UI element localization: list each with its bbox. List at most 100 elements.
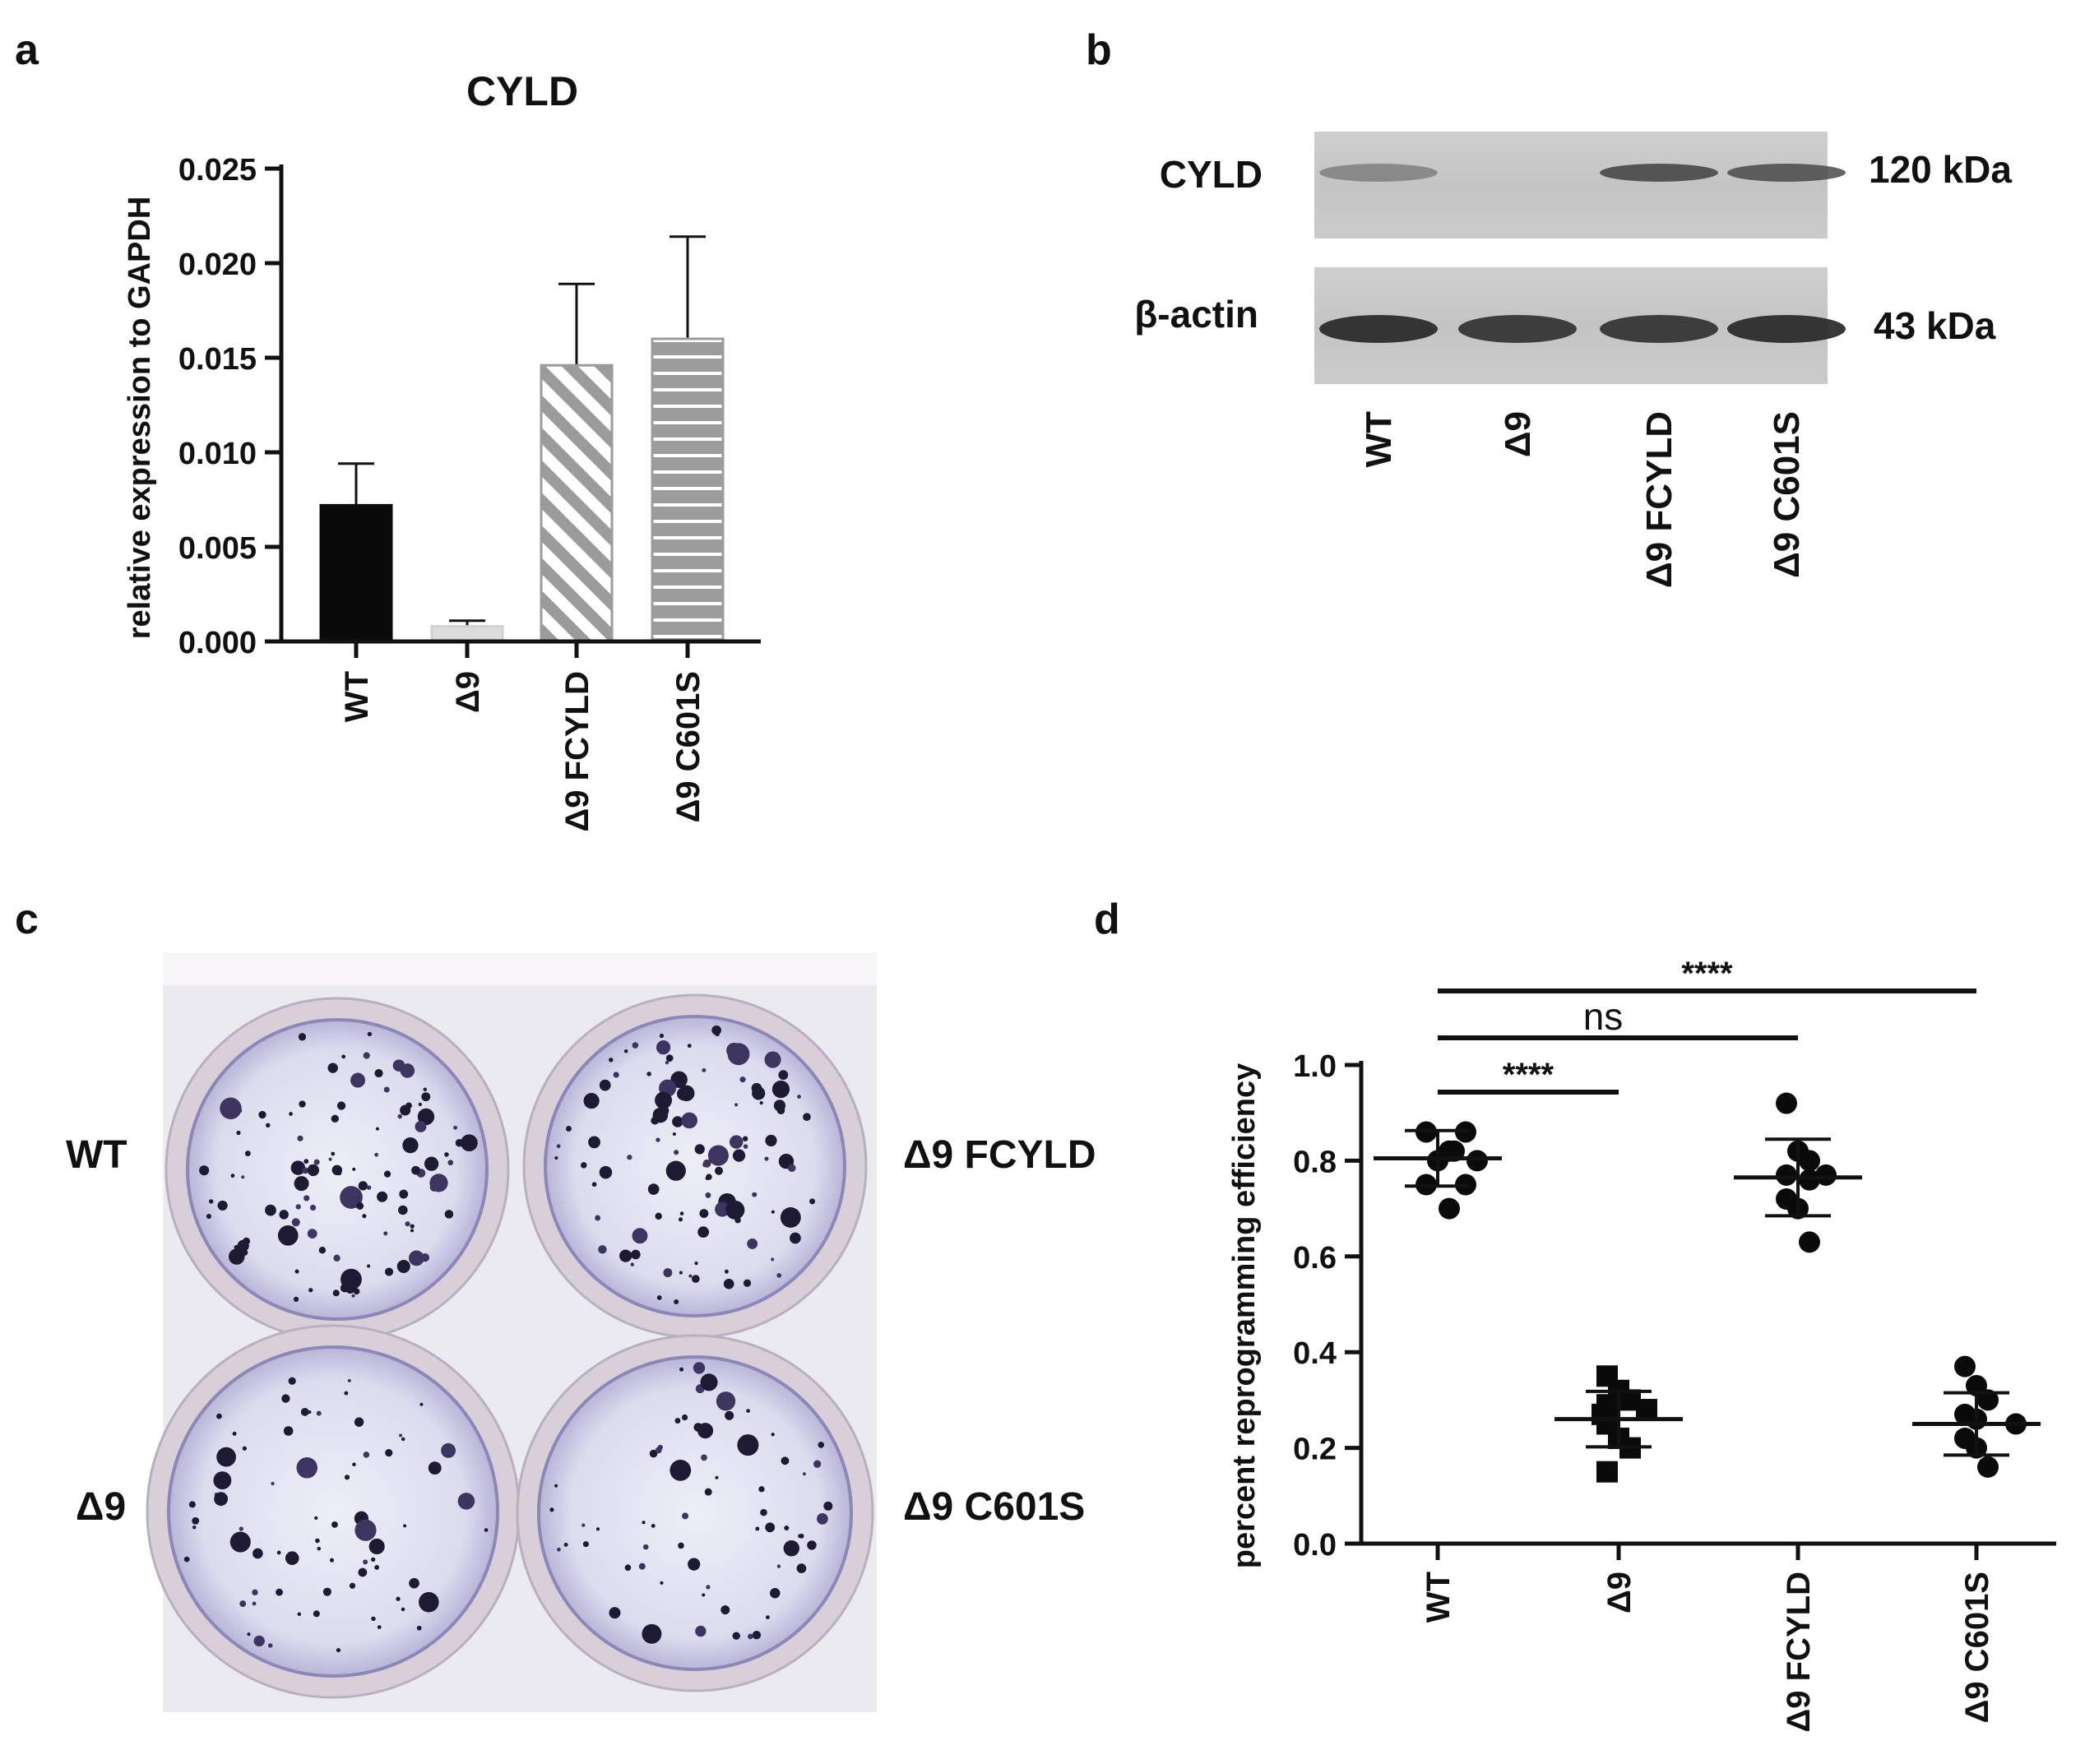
well [537,1355,853,1671]
colony [655,1212,662,1220]
significance-label: **** [1681,956,1733,992]
panel-c-plate-photo: WT Δ9 FCYLD Δ9 Δ9 C601S [66,952,1096,1712]
colony [229,1531,251,1553]
colony [780,1207,801,1228]
colony [405,1221,410,1227]
colony [336,1647,341,1653]
colony [755,1526,760,1531]
colony [727,1049,731,1053]
colony [419,1591,439,1613]
colony [276,1550,281,1555]
bar [319,503,393,643]
colony [818,1442,825,1448]
colony [725,1410,734,1420]
colony [813,1460,822,1468]
blot-row-label-actin: β-actin [1134,293,1258,336]
colony [418,1102,423,1107]
colony [764,1156,769,1161]
colony [409,1577,419,1589]
colony [630,1262,635,1266]
colony [329,1558,335,1563]
colony [730,1135,744,1149]
colony [691,1275,700,1283]
colony [598,1245,607,1254]
colony [328,1157,332,1161]
colony [787,1164,796,1173]
bar [430,625,504,643]
colony [307,1164,320,1177]
colony [318,1246,327,1254]
x-tick-label: Δ9 FCYLD [1781,1572,1817,1732]
colony [595,1527,600,1531]
colony [765,1522,776,1533]
colony [383,1086,390,1093]
colony [247,1632,251,1637]
x-tick-label: Δ9 [450,671,486,713]
colony [678,1217,683,1222]
colony [647,1183,660,1195]
colony [724,1269,729,1274]
colony [695,1625,707,1637]
colony [581,1162,587,1169]
colony [688,1274,693,1278]
colony [693,1362,706,1374]
y-tick-label: 0.8 [1293,1145,1337,1179]
colony [428,1461,442,1475]
blot-band [1600,164,1718,182]
colony [367,1031,373,1037]
colony [410,1229,415,1233]
y-tick-label: 0.005 [178,531,257,566]
colony [331,1151,336,1156]
colony [581,1523,586,1527]
blot-band [1319,315,1438,343]
colony [288,1377,296,1385]
colony [401,1607,405,1612]
well [544,1015,846,1317]
colony [398,1205,408,1215]
blot-size-actin: 43 kDa [1874,304,1996,347]
blot-band [1600,315,1718,343]
colony [549,1507,554,1512]
colony [674,1150,679,1155]
colony [281,1394,290,1403]
colony [363,1052,370,1059]
colony [419,1402,424,1406]
colony [739,1076,746,1083]
colony [752,1630,762,1640]
colony [747,1239,758,1249]
colony [484,1528,489,1532]
blot-size-cyld: 120 kDa [1869,148,2012,191]
colony [363,1559,368,1565]
colony [734,1103,739,1107]
colony [455,1139,464,1147]
colony [766,1615,770,1619]
colony [276,1588,284,1596]
colony [660,1581,664,1585]
colony [783,1540,799,1557]
colony [646,1072,651,1076]
colony [715,1475,719,1479]
colony [253,1548,263,1559]
blot-band [1319,164,1438,182]
y-tick-label: 0.4 [1293,1336,1337,1371]
colony [727,1043,750,1066]
colony [213,1471,232,1490]
colony [252,1589,258,1596]
colony [358,1181,368,1191]
colony [758,1486,765,1493]
colony [293,1296,299,1302]
colony [447,1160,454,1166]
colony [277,1225,299,1246]
colony [252,1601,257,1606]
colony [701,1454,707,1461]
colony [746,1409,750,1413]
colony [725,1200,745,1220]
colony [299,1100,306,1108]
colony [341,1054,346,1059]
chart-d-ylabel: percent reprogramming efficiency [1227,1063,1262,1569]
colony [461,1134,478,1152]
colony [770,1587,781,1599]
chart-a-ylabel: relative expression to GAPDH [123,197,157,640]
colony [771,1210,775,1214]
colony [308,1288,313,1293]
